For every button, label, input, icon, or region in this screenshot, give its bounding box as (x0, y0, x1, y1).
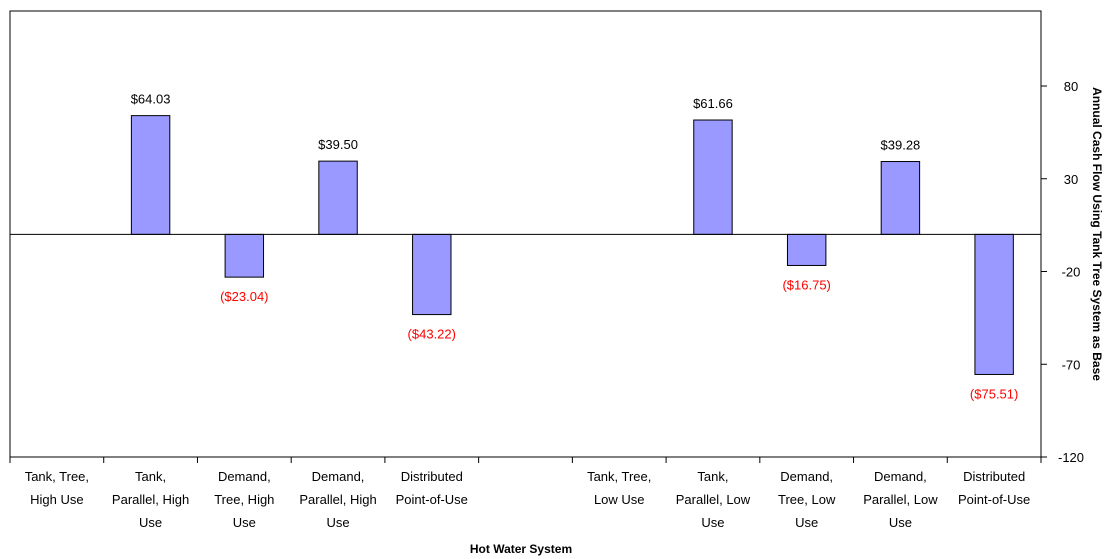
data-label-2: ($23.04) (220, 289, 268, 304)
data-label-4: ($43.22) (408, 327, 456, 342)
data-label-8: ($16.75) (782, 277, 830, 292)
data-label-7: $61.66 (693, 96, 733, 111)
data-label-10: ($75.51) (970, 386, 1018, 401)
y-axis-ticks: 80 30 -20 -70 -120 (1041, 79, 1084, 465)
y-tick-label-1: 30 (1064, 172, 1078, 187)
bar-1 (130, 115, 171, 235)
x-category-label-10: Distributed Point-of-Use (958, 469, 1030, 507)
x-category-label-7: Tank, Parallel, Low Use (676, 469, 751, 530)
x-category-label-6: Tank, Tree, Low Use (587, 469, 651, 507)
x-category-label-1: Tank, Parallel, High Use (112, 469, 189, 530)
y-tick-label-3: -70 (1062, 357, 1081, 372)
bars-group (130, 115, 1014, 375)
data-label-1: $64.03 (131, 92, 171, 107)
y-axis-title: Annual Cash Flow Using Tank Tree System … (1090, 87, 1104, 381)
bar-7 (693, 119, 733, 235)
bar-3 (318, 160, 358, 235)
bar-10 (974, 233, 1014, 375)
bar-9 (880, 161, 921, 235)
x-axis-title: Hot Water System (470, 542, 572, 556)
y-tick-label-0: 80 (1064, 79, 1078, 94)
bar-2 (224, 233, 265, 278)
x-category-label-2: Demand, Tree, High Use (214, 469, 274, 530)
bar-8 (786, 233, 827, 266)
y-tick-label-4: -120 (1058, 450, 1084, 465)
x-category-label-9: Demand, Parallel, Low Use (863, 469, 938, 530)
y-tick-label-2: -20 (1062, 265, 1081, 280)
x-category-label-3: Demand, Parallel, High Use (299, 469, 376, 530)
data-label-3: $39.50 (318, 137, 358, 152)
x-category-label-0: Tank, Tree, High Use (25, 469, 89, 507)
bar-4 (412, 233, 452, 316)
data-labels-group: $64.03 ($23.04) $39.50 ($43.22) $61.66 ($16.7… (131, 92, 1019, 402)
x-category-label-8: Demand, Tree, Low Use (778, 469, 836, 530)
x-axis-category-labels: Tank, Tree, High Use Tank, Parallel, High Us… (9, 457, 1042, 530)
data-label-9: $39.28 (881, 138, 921, 153)
x-category-label-4: Distributed Point-of-Use (396, 469, 468, 507)
